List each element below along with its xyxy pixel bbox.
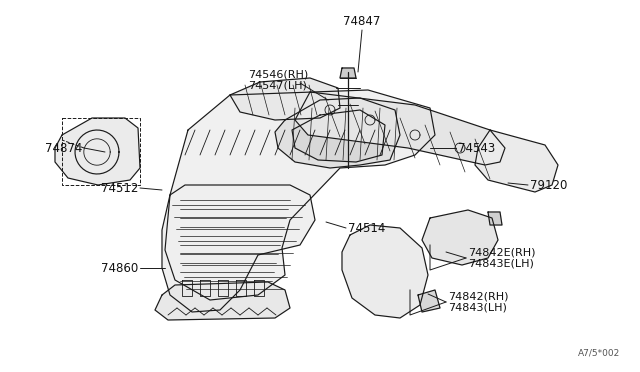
Polygon shape [342, 225, 428, 318]
Text: 74860: 74860 [100, 262, 138, 275]
Text: 74847: 74847 [343, 15, 381, 28]
Polygon shape [55, 118, 140, 185]
Text: 79120: 79120 [530, 179, 568, 192]
Polygon shape [230, 78, 340, 120]
Polygon shape [162, 185, 315, 312]
Polygon shape [488, 212, 502, 225]
Polygon shape [275, 98, 400, 168]
Text: 74543: 74543 [458, 141, 495, 154]
Text: 74546(RH)
74547(LH): 74546(RH) 74547(LH) [248, 69, 308, 91]
Text: 74512: 74512 [100, 182, 138, 195]
Polygon shape [418, 290, 440, 312]
Polygon shape [295, 92, 505, 165]
Text: 74514: 74514 [348, 221, 385, 234]
Polygon shape [422, 210, 498, 265]
Polygon shape [165, 90, 435, 300]
Polygon shape [340, 68, 356, 78]
Text: 74842(RH)
74843(LH): 74842(RH) 74843(LH) [448, 291, 509, 313]
Polygon shape [475, 130, 558, 192]
Polygon shape [292, 110, 385, 162]
Text: 74874: 74874 [45, 141, 82, 154]
Polygon shape [155, 282, 290, 320]
Text: A7/5*002: A7/5*002 [578, 349, 620, 358]
Text: 74842E(RH)
74843E(LH): 74842E(RH) 74843E(LH) [468, 247, 536, 269]
